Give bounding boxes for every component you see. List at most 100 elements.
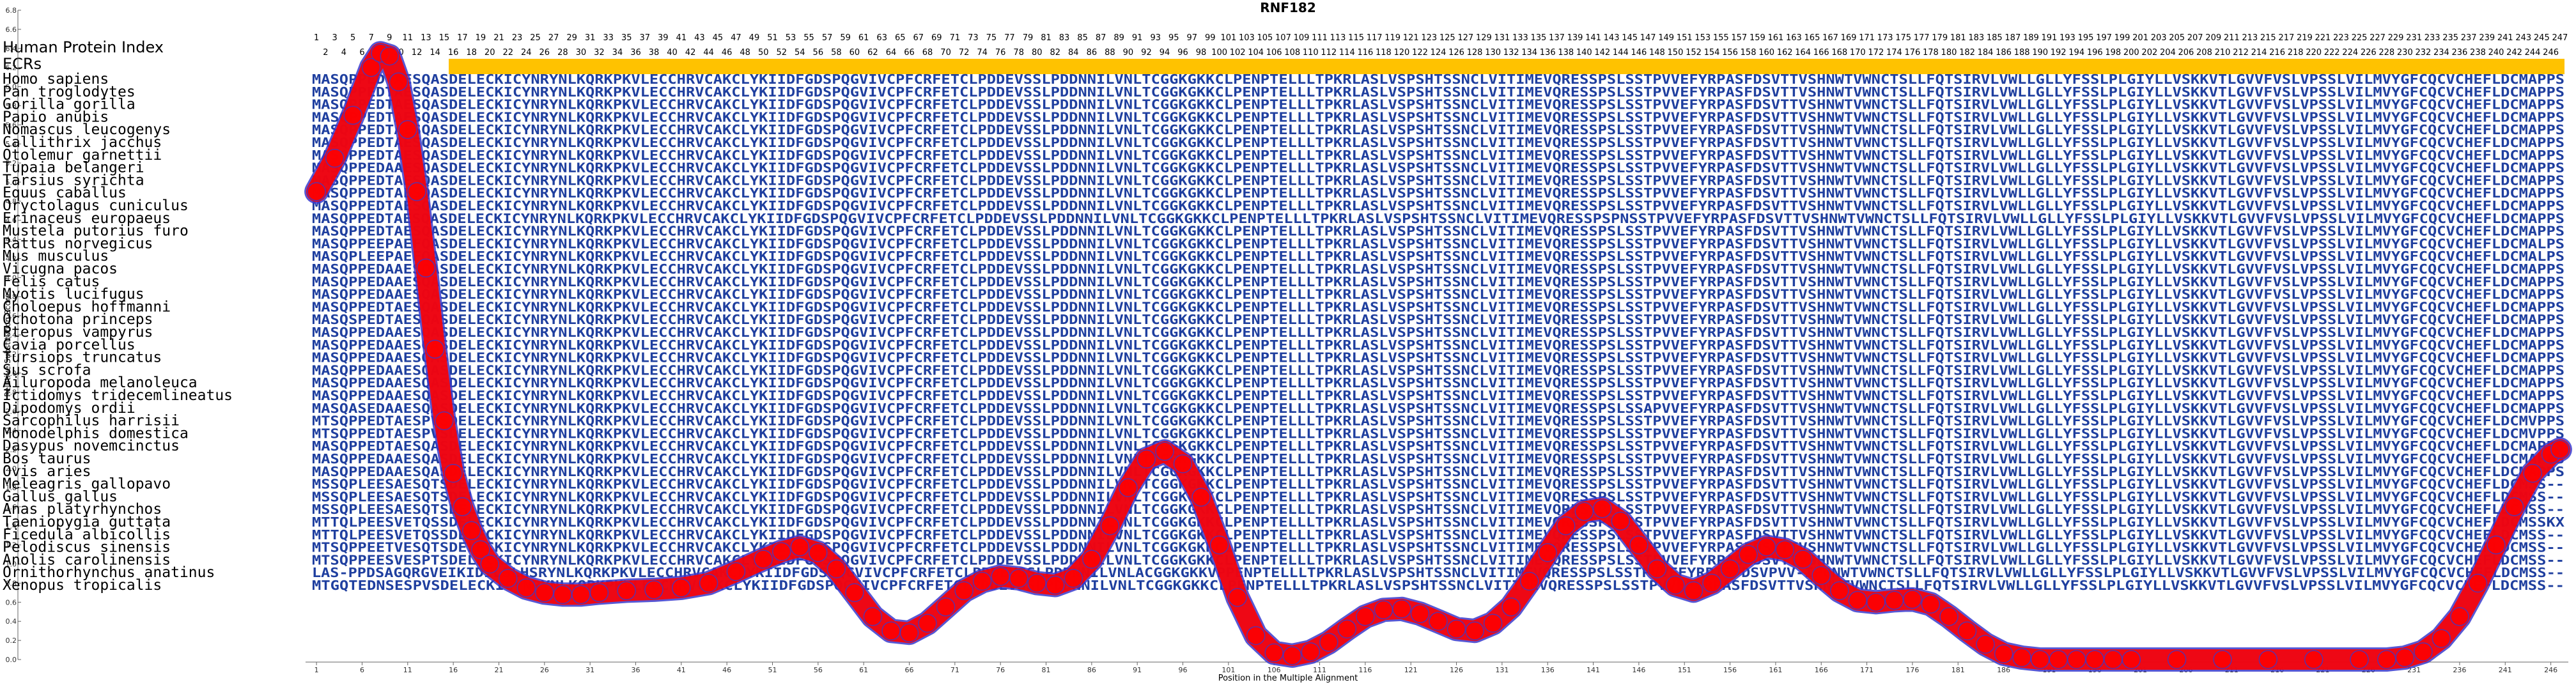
y-tick-label: 3.0	[6, 369, 17, 378]
hpi-top-index: 231	[2406, 33, 2422, 43]
hpi-bottom-index: 104	[1248, 48, 1264, 58]
hpi-bottom-index: 142	[1594, 48, 1610, 58]
species-label: Mustela putorius furo	[3, 223, 189, 240]
hpi-bottom-index: 62	[867, 48, 878, 58]
hpi-top-index: 3	[332, 33, 338, 43]
curve-point	[644, 580, 663, 599]
hpi-top-index: 121	[1403, 33, 1419, 43]
y-tick-label: 4.6	[6, 217, 17, 225]
hpi-top-index: 241	[2497, 33, 2513, 43]
y-tick-label: 4.8	[6, 197, 17, 206]
hpi-top-index: 223	[2333, 33, 2349, 43]
curve-point	[1246, 626, 1266, 645]
species-label: Choloepus hoffmanni	[3, 298, 171, 315]
sequence-row: MASQPPEDTAESQASDELECKICYNRYNLKQRKPKVLECC…	[312, 224, 2564, 239]
hpi-top-index: 21	[493, 33, 504, 43]
x-tick-label: 126	[1450, 666, 1463, 674]
species-label: Mus musculus	[3, 248, 109, 265]
curve-point	[1447, 619, 1466, 638]
curve-point	[398, 120, 417, 139]
hpi-bottom-index: 172	[1868, 48, 1884, 58]
hpi-top-index: 227	[2370, 33, 2386, 43]
x-tick-label: 36	[631, 666, 640, 674]
hpi-bottom-index: 50	[758, 48, 769, 58]
species-label: Pelodiscus sinensis	[3, 539, 171, 556]
curve-point	[2523, 463, 2542, 483]
curve-point	[1173, 454, 1193, 474]
curve-point	[1027, 573, 1046, 593]
sequence-row: MASQPPEDTAESQASDELECKICYNRYNLKQRKPKVLECC…	[312, 173, 2564, 188]
species-label: Taeniopygia guttata	[3, 514, 171, 530]
x-tick-label: 121	[1404, 666, 1418, 674]
sequence-row: MASQPPEDTAESQASDELECKICYNRYNLKQRKPKVLECC…	[312, 148, 2564, 163]
hpi-top-index: 57	[822, 33, 833, 43]
y-tick-label: 1.2	[6, 541, 17, 550]
hpi-top-index: 189	[2023, 33, 2039, 43]
hpi-bottom-index: 34	[612, 48, 623, 58]
y-tick-label: 0.8	[6, 579, 17, 587]
hpi-bottom-index: 186	[1996, 48, 2012, 58]
y-tick-label: 5.2	[6, 159, 17, 167]
curve-point	[1519, 571, 1539, 591]
hpi-bottom-index: 30	[576, 48, 587, 58]
curve-point	[991, 567, 1010, 586]
hpi-bottom-index: 108	[1284, 48, 1300, 58]
curve-point	[1903, 590, 1922, 609]
curve-point	[2085, 650, 2104, 669]
hpi-bottom-index: 60	[850, 48, 860, 58]
curve-point	[726, 562, 746, 582]
curve-point	[325, 148, 345, 168]
x-tick-label: 141	[1587, 666, 1600, 674]
curve-point	[972, 571, 992, 591]
hpi-bottom-index: 192	[2051, 48, 2067, 58]
hpi-top-index: 55	[803, 33, 814, 43]
hpi-top-index: 77	[1004, 33, 1015, 43]
hpi-top-index: 81	[1041, 33, 1051, 43]
hpi-top-index: 39	[658, 33, 669, 43]
curve-point	[2049, 650, 2068, 669]
curve-point	[772, 542, 791, 561]
hpi-top-index: 183	[1968, 33, 1984, 43]
hpi-bottom-index: 242	[2506, 48, 2522, 58]
species-label: Rattus norvegicus	[3, 235, 153, 252]
hpi-top-index: 125	[1439, 33, 1455, 43]
hpi-bottom-index: 208	[2196, 48, 2212, 58]
hpi-bottom-index: 206	[2178, 48, 2194, 58]
x-tick-label: 166	[1815, 666, 1828, 674]
x-tick-label: 161	[1769, 666, 1782, 674]
hpi-bottom-index: 54	[795, 48, 805, 58]
hpi-top-index: 221	[2315, 33, 2331, 43]
curve-point	[307, 182, 326, 201]
curve-point	[617, 581, 636, 601]
hpi-bottom-index: 68	[922, 48, 933, 58]
sequence-row: MASQPPEDTAESQASDELECKICYNRYNLKQRKPKVLECC…	[312, 438, 2564, 454]
y-tick-label: 5.0	[6, 178, 17, 187]
hpi-bottom-index: 178	[1923, 48, 1939, 58]
hpi-bottom-index: 224	[2342, 48, 2358, 58]
hpi-bottom-index: 106	[1266, 48, 1282, 58]
curve-point	[516, 578, 536, 598]
curve-point	[1501, 598, 1521, 617]
hpi-bottom-index: 16	[448, 48, 459, 58]
curve-point	[553, 585, 573, 605]
curve-point	[1739, 544, 1758, 564]
hpi-top-index: 71	[950, 33, 961, 43]
curve-point	[2258, 650, 2278, 669]
species-label: Tarsius syrichta	[3, 172, 144, 189]
y-tick-label: 0.4	[6, 617, 17, 626]
hpi-bottom-index: 204	[2160, 48, 2176, 58]
curve-point	[2395, 648, 2415, 667]
hpi-top-index: 181	[1950, 33, 1966, 43]
y-tick-label: 0.0	[6, 656, 17, 664]
hpi-bottom-index: 26	[539, 48, 550, 58]
curve-point	[435, 411, 454, 431]
hpi-top-index: 65	[895, 33, 906, 43]
curve-point	[2350, 650, 2369, 669]
hpi-top-index: 187	[2005, 33, 2021, 43]
hpi-top-index: 239	[2479, 33, 2495, 43]
hpi-top-index: 5	[350, 33, 355, 43]
y-tick-label: 0.2	[6, 637, 17, 645]
hpi-bottom-index: 2	[323, 48, 328, 58]
species-label: Homo sapiens	[3, 71, 109, 88]
hpi-top-index: 69	[931, 33, 942, 43]
